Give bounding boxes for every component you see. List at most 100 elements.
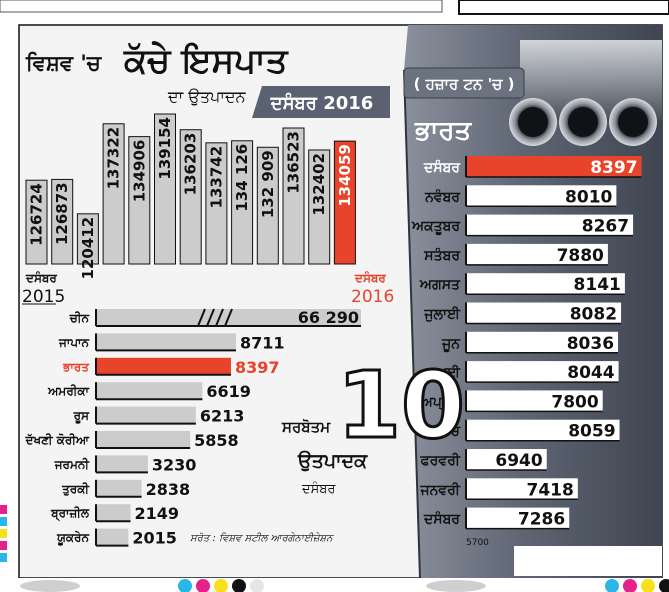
producer-bar	[96, 406, 196, 424]
india-month-label: ਅਕਤੂਬਰ	[411, 219, 461, 236]
india-month-label: ਨਵੰਬਰ	[424, 187, 461, 205]
producer-bar	[96, 479, 142, 497]
start-year-label: 2015	[22, 287, 65, 307]
world-bar	[154, 113, 176, 265]
world-bar	[76, 213, 99, 265]
steel-pipes-icon	[509, 40, 662, 146]
producer-value: 2149	[135, 504, 180, 523]
producer-bar	[96, 357, 231, 375]
india-bar	[466, 478, 578, 500]
world-bar	[205, 142, 228, 265]
india-month-label: ਦਸੰਬਰ	[423, 510, 461, 528]
india-month-label: ਅਪ੍ਰੈਲ	[420, 392, 461, 411]
world-bar	[282, 127, 305, 265]
print-marks	[0, 578, 669, 592]
producer-value: 66 290	[298, 308, 359, 327]
india-month-label: ਜਨਵਰੀ	[419, 481, 460, 498]
title-part2: ਕੱਚੇ ਇਸਪਾਤ	[123, 41, 289, 81]
producer-label: ਦੱਖਣੀ ਕੋਰੀਆ	[25, 432, 90, 447]
producer-label: ਚੀਨ	[69, 311, 90, 325]
unit-badge	[403, 67, 525, 99]
start-month-label: ਦਸੰਬਰ	[25, 270, 57, 285]
world-bar	[102, 123, 125, 265]
world-bar-value: 126724	[28, 183, 46, 246]
top10-label-3: ਦਸੰਬਰ	[301, 481, 336, 497]
month-badge-text: ਦਸੰਬਰ 2016	[270, 92, 374, 114]
producer-label: ਭਾਰਤ	[62, 360, 90, 374]
world-bar-value: 136523	[285, 131, 303, 194]
top10-label-2: ਉਤਪਾਦਕ	[297, 449, 368, 472]
india-bar	[466, 156, 642, 177]
india-month-label: ਸਤੰਬਰ	[423, 246, 461, 264]
producer-bar	[96, 431, 191, 448]
unit-badge-text: ( ਹਜ਼ਾਰ ਟਨ 'ਚ )	[414, 75, 515, 93]
india-bar-value: 8397	[590, 158, 637, 178]
india-bar	[466, 361, 619, 383]
world-bar	[51, 178, 74, 265]
axis-break-mark	[224, 308, 233, 327]
world-bar-value: 136203	[182, 133, 200, 196]
producer-label: ਜਰਮਨੀ	[54, 457, 91, 471]
producer-value: 6213	[200, 407, 245, 426]
world-bar-value: 132 909	[259, 150, 277, 218]
world-bar-value: 126873	[53, 182, 71, 245]
producer-label: ਰੂਸ	[73, 409, 90, 425]
world-bar-value: 132402	[310, 153, 328, 216]
axis-break-mark	[215, 308, 224, 327]
end-year-label: 2016	[351, 287, 394, 307]
producer-bar	[96, 333, 236, 351]
top-strip	[0, 0, 669, 15]
india-month-label: ਜੁਲਾਈ	[423, 306, 461, 323]
india-bar-value: 8036	[567, 334, 614, 354]
axis-break-mark	[197, 308, 206, 327]
producer-bar	[96, 382, 203, 400]
world-bar	[25, 179, 48, 265]
india-bar	[466, 185, 617, 207]
producer-bar	[96, 455, 148, 473]
side-color-marks	[0, 505, 7, 562]
india-bar-value: 7880	[557, 246, 604, 266]
producer-value: 6619	[206, 382, 251, 401]
axis-break-mark	[206, 308, 215, 327]
world-bar-value: 134 126	[233, 144, 251, 212]
india-bar-value: 8141	[574, 275, 621, 295]
producer-bar	[96, 528, 129, 546]
world-bar	[333, 140, 356, 265]
corner-box	[514, 546, 662, 576]
world-bar-value: 120412	[79, 217, 97, 280]
world-bar	[256, 146, 279, 265]
india-month-label: ਦਸੰਬਰ	[423, 158, 461, 176]
india-bar-value: 8044	[567, 363, 614, 383]
producer-label: ਯੂਕਰੇਨ	[56, 530, 89, 547]
world-bar	[179, 129, 202, 265]
top10-chart: ਚੀਨ 66 290 ਜਾਪਾਨ 8711 ਭਾਰਤ 8397 ਅਮਰੀਕਾ 6619 ਰੂਸ 6…	[25, 308, 361, 548]
producer-label: ਤੁਰਕੀ	[61, 482, 90, 496]
title-part1: ਵਿਸ਼ਵ 'ਚ	[25, 50, 103, 75]
producer-value: 2015	[132, 529, 177, 548]
top10-label-1: ਸਰਬੋਤਮ	[281, 418, 331, 436]
world-bar	[308, 149, 331, 265]
world-bar-value: 134906	[130, 140, 148, 203]
india-month-label: ਫਰਵਰੀ	[420, 452, 461, 469]
india-bar-value: 8267	[582, 217, 629, 237]
world-bar	[128, 136, 151, 265]
monthly-world-chart: 126724 126873 120412 137322 134906 139154 1362…	[25, 113, 356, 280]
india-bar	[466, 507, 570, 529]
india-bar	[466, 419, 620, 441]
india-bar-value: 7286	[518, 510, 565, 530]
top10-number: 10	[337, 352, 465, 459]
end-month-label: ਦਸੰਬਰ	[354, 270, 386, 285]
india-bar-value: 8082	[570, 305, 617, 325]
india-bar-value: 6940	[495, 451, 542, 471]
india-month-label: ਅਗਸਤ	[419, 277, 461, 293]
india-axis-min-label: 5700	[466, 538, 489, 548]
world-bar-value: 139154	[156, 117, 174, 180]
producer-value: 5858	[194, 431, 239, 450]
producer-value: 8397	[235, 358, 280, 377]
subtitle: ਦਾ ਉਤਪਾਦਨ	[167, 87, 247, 106]
india-bar-value: 8059	[568, 422, 615, 442]
world-bar	[231, 140, 254, 265]
india-month-label: ਮਾਰਚ	[428, 424, 462, 440]
world-bar-value: 137322	[105, 127, 123, 190]
india-bar	[466, 331, 619, 353]
